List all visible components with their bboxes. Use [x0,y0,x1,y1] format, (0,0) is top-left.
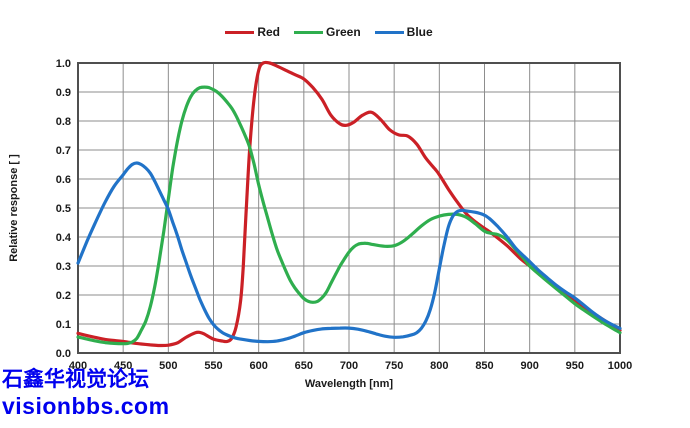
watermark-site-name: 石鑫华视觉论坛 [2,368,149,391]
y-axis-title: Relative response [ ] [8,154,20,262]
x-tick-label: 900 [520,360,538,372]
x-tick-label: 600 [249,360,267,372]
x-tick-label: 800 [430,360,448,372]
y-tick-label: 0.4 [56,232,72,244]
watermark: 石鑫华视觉论坛 visionbbs.com [2,368,170,420]
series-blue-line [76,161,622,344]
green-line-swatch [293,30,323,34]
x-tick-label: 850 [475,360,493,372]
x-tick-label: 750 [385,360,403,372]
legend-item-green: Green [293,25,361,39]
y-tick-label: 0.3 [56,261,71,273]
y-tick-label: 0.5 [56,203,71,215]
chart-legend: Red Green Blue [0,25,674,39]
y-tick-label: 0.7 [56,145,71,157]
legend-item-blue: Blue [374,25,433,39]
x-tick-label: 650 [295,360,313,372]
legend-label-green: Green [325,25,361,39]
x-tick-label: 700 [340,360,358,372]
legend-label-blue: Blue [406,25,433,39]
y-tick-label: 1.0 [56,58,71,70]
legend-item-red: Red [225,25,280,39]
x-tick-label: 500 [159,360,177,372]
y-tick-label: 0.6 [56,174,71,186]
x-tick-label: 400 [69,360,87,372]
red-line-swatch [225,30,255,34]
y-tick-label: 0.9 [56,87,71,99]
x-tick-label: 550 [204,360,222,372]
x-axis-title: Wavelength [nm] [305,378,394,390]
x-tick-label: 450 [114,360,132,372]
legend-label-red: Red [257,25,280,39]
x-tick-label: 950 [566,360,584,372]
y-tick-label: 0.1 [56,319,71,331]
blue-line-swatch [374,30,404,34]
y-tick-label: 0.8 [56,116,71,128]
series-green-line [76,85,622,346]
y-tick-label: 0.2 [56,290,71,302]
watermark-site-url: visionbbs.com [2,392,170,419]
y-tick-label: 0.0 [56,348,71,360]
plot-border [77,62,621,354]
x-tick-label: 1000 [608,360,632,372]
